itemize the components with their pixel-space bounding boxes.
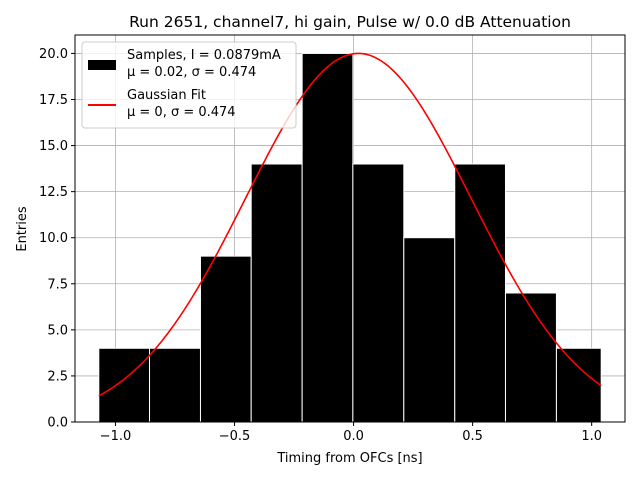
y-tick-label: 0.0 — [47, 416, 68, 431]
gaussian-fit — [98, 52, 602, 397]
y-tick-label: 17.5 — [39, 93, 68, 108]
histogram-bar — [454, 163, 506, 423]
x-tick-label: 0.5 — [462, 429, 483, 444]
histogram-bar — [301, 52, 354, 423]
y-tick-label: 12.5 — [39, 185, 68, 200]
gaussian-fit-curve — [98, 52, 602, 397]
legend-histogram-label: Samples, I = 0.0879mA — [127, 48, 281, 63]
y-axis-label: Entries — [15, 206, 30, 252]
legend-box — [81, 41, 297, 129]
legend-histogram-swatch — [88, 60, 116, 70]
histogram-bar — [352, 163, 405, 423]
histogram-bar — [98, 347, 151, 423]
y-tick-label: 10.0 — [39, 231, 68, 246]
histogram-bar — [504, 292, 557, 423]
x-axis-label: Timing from OFCs [ns] — [276, 451, 422, 466]
y-tick-label: 2.5 — [47, 369, 68, 384]
y-tick-label: 20.0 — [39, 47, 68, 62]
x-tick-label: 0.0 — [343, 429, 364, 444]
histogram-bar — [555, 347, 602, 423]
y-tick-label: 15.0 — [39, 139, 68, 154]
plot-frame — [74, 34, 626, 423]
legend-fit-label: Gaussian Fit — [127, 88, 206, 103]
histogram-bar — [149, 347, 201, 423]
x-tick-label: 1.0 — [581, 429, 602, 444]
histogram-bar — [199, 255, 252, 423]
legend: Samples, I = 0.0879mA μ = 0.02, σ = 0.47… — [81, 41, 297, 129]
x-tick-label: −1.0 — [100, 429, 132, 444]
legend-fit-stats: μ = 0, σ = 0.474 — [127, 105, 236, 120]
y-tick-label: 7.5 — [47, 277, 68, 292]
y-tick-label: 5.0 — [47, 323, 68, 338]
histogram-bar — [250, 163, 303, 423]
chart-title: Run 2651, channel7, hi gain, Pulse w/ 0.… — [129, 13, 571, 31]
histogram-bars — [98, 52, 602, 423]
axis-ticks: −1.0 −0.5 0.0 0.5 1.0 0.0 2.5 5.0 7.5 10.0 12.5 15.… — [39, 47, 602, 444]
histogram-bar — [403, 237, 456, 423]
legend-histogram-stats: μ = 0.02, σ = 0.474 — [127, 65, 256, 80]
x-tick-label: −0.5 — [219, 429, 251, 444]
